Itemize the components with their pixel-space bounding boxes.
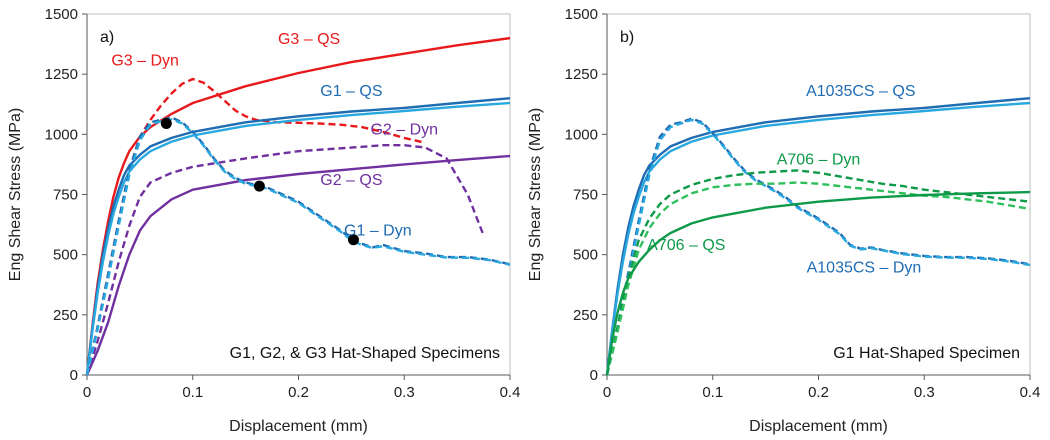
panel-label: a) xyxy=(100,29,114,46)
panel-annotation: G1 Hat-Shaped Specimen xyxy=(833,345,1020,362)
x-tick-label: 0 xyxy=(83,384,91,401)
series-line-a706-qs xyxy=(605,190,1031,376)
x-tick-label: 0.1 xyxy=(182,384,203,401)
series-line-g1-dyn-replicate xyxy=(85,118,511,376)
x-tick-label: 0.4 xyxy=(1020,384,1041,401)
y-tick-label: 750 xyxy=(573,187,598,204)
x-tick-label: 0 xyxy=(603,384,611,401)
y-tick-label: 500 xyxy=(573,247,598,264)
y-tick-label: 1500 xyxy=(565,6,598,23)
series-line-g2-dyn xyxy=(85,144,485,376)
panel-a: 0 250 500 750 1000 1250 1500 0 0.1 0.2 0.3 0.4 Displ… xyxy=(7,6,520,435)
data-marker xyxy=(253,180,265,192)
series-label-g2-qs: G2 – QS xyxy=(320,172,382,189)
series-line-a1035cs-qs xyxy=(605,97,1031,376)
x-tick-label: 0.3 xyxy=(394,384,415,401)
series-line-g1-dyn xyxy=(85,116,511,376)
x-tick-label: 0.1 xyxy=(702,384,723,401)
series-label-g2-dyn: G2 – Dyn xyxy=(370,121,438,138)
x-axis-title: Displacement (mm) xyxy=(749,418,888,435)
series-line-a1035cs-dyn-replicate xyxy=(605,118,1031,376)
series-line-a706-dyn-replicate xyxy=(605,181,1031,376)
series-label-g1-qs: G1 – QS xyxy=(320,83,382,100)
x-tick-label: 0.2 xyxy=(808,384,829,401)
y-tick-label: 0 xyxy=(590,367,598,384)
y-tick-label: 750 xyxy=(53,187,78,204)
series-label-a706-qs: A706 – QS xyxy=(647,237,725,254)
y-tick-label: 0 xyxy=(70,367,78,384)
y-tick-label: 250 xyxy=(53,307,78,324)
y-tick-label: 1250 xyxy=(565,66,598,83)
x-tick-label: 0.2 xyxy=(288,384,309,401)
x-axis-title: Displacement (mm) xyxy=(229,418,368,435)
series-label-g3-dyn: G3 – Dyn xyxy=(111,53,179,70)
series-line-g2-qs xyxy=(85,154,511,376)
series-label-a706-dyn: A706 – Dyn xyxy=(777,151,861,168)
data-marker xyxy=(347,234,359,246)
series-label-a1035cs-qs: A1035CS – QS xyxy=(806,83,915,100)
series-line-g1-qs-replicate xyxy=(85,101,511,376)
y-axis-title: Eng Shear Stress (MPa) xyxy=(527,108,544,281)
series-line-g1-qs xyxy=(85,97,511,376)
x-tick-label: 0.3 xyxy=(914,384,935,401)
y-tick-label: 500 xyxy=(53,247,78,264)
y-axis-title: Eng Shear Stress (MPa) xyxy=(7,108,24,281)
panel-label: b) xyxy=(620,29,634,46)
y-tick-label: 1000 xyxy=(565,126,598,143)
data-marker xyxy=(160,118,172,130)
y-tick-label: 1250 xyxy=(45,66,78,83)
y-tick-label: 1500 xyxy=(45,6,78,23)
series-line-g3-qs xyxy=(85,36,511,376)
series-label-g1-dyn: G1 – Dyn xyxy=(344,222,412,239)
series-line-a1035cs-qs-replicate xyxy=(605,101,1031,376)
x-tick-label: 0.4 xyxy=(500,384,521,401)
y-tick-label: 250 xyxy=(573,307,598,324)
series-label-a1035cs-dyn: A1035CS – Dyn xyxy=(807,260,922,277)
panel-b: 0 250 500 750 1000 1250 1500 0 0.1 0.2 0.3 0.4 Displ… xyxy=(527,6,1040,435)
series-line-a706-dyn xyxy=(605,169,1031,376)
y-tick-label: 1000 xyxy=(45,126,78,143)
series-label-g3-qs: G3 – QS xyxy=(278,31,340,48)
panel-annotation: G1, G2, & G3 Hat-Shaped Specimens xyxy=(230,345,500,362)
